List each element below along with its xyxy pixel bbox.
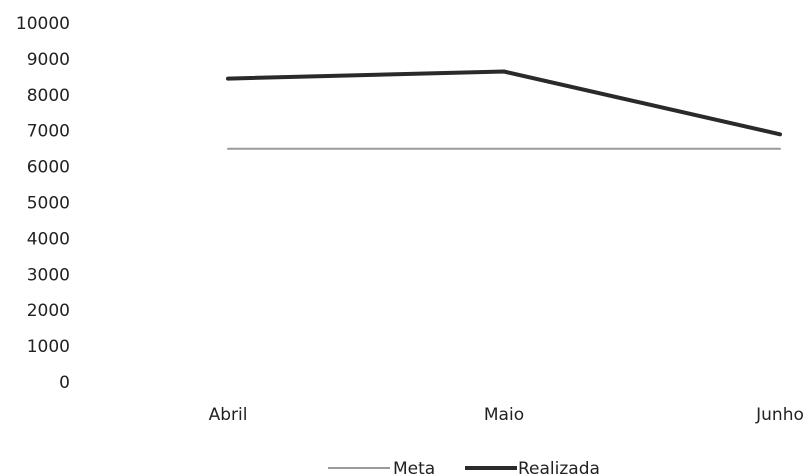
y-tick-label: 10000 xyxy=(16,14,70,34)
x-category-label: Junho xyxy=(755,405,804,425)
x-axis: Abril Maio Junho xyxy=(209,405,804,425)
series-layer xyxy=(226,69,782,150)
legend-label-realizada: Realizada xyxy=(518,459,600,476)
legend-label-meta: Meta xyxy=(393,459,435,476)
y-tick-label: 6000 xyxy=(27,158,70,178)
series-line-realizada xyxy=(226,69,782,137)
y-tick-label: 0 xyxy=(59,373,70,393)
legend: Meta Realizada xyxy=(328,459,600,476)
x-category-label: Maio xyxy=(484,405,524,425)
y-tick-label: 1000 xyxy=(27,337,70,357)
y-tick-label: 8000 xyxy=(27,86,70,106)
x-category-label: Abril xyxy=(209,405,248,425)
y-tick-label: 7000 xyxy=(27,122,70,142)
y-tick-label: 3000 xyxy=(27,265,70,285)
y-tick-label: 2000 xyxy=(27,301,70,321)
y-tick-label: 5000 xyxy=(27,194,70,214)
y-tick-label: 4000 xyxy=(27,229,70,249)
y-tick-label: 9000 xyxy=(27,50,70,70)
y-axis: 0 1000 2000 3000 4000 5000 6000 7000 8000 9000 100… xyxy=(16,14,70,393)
